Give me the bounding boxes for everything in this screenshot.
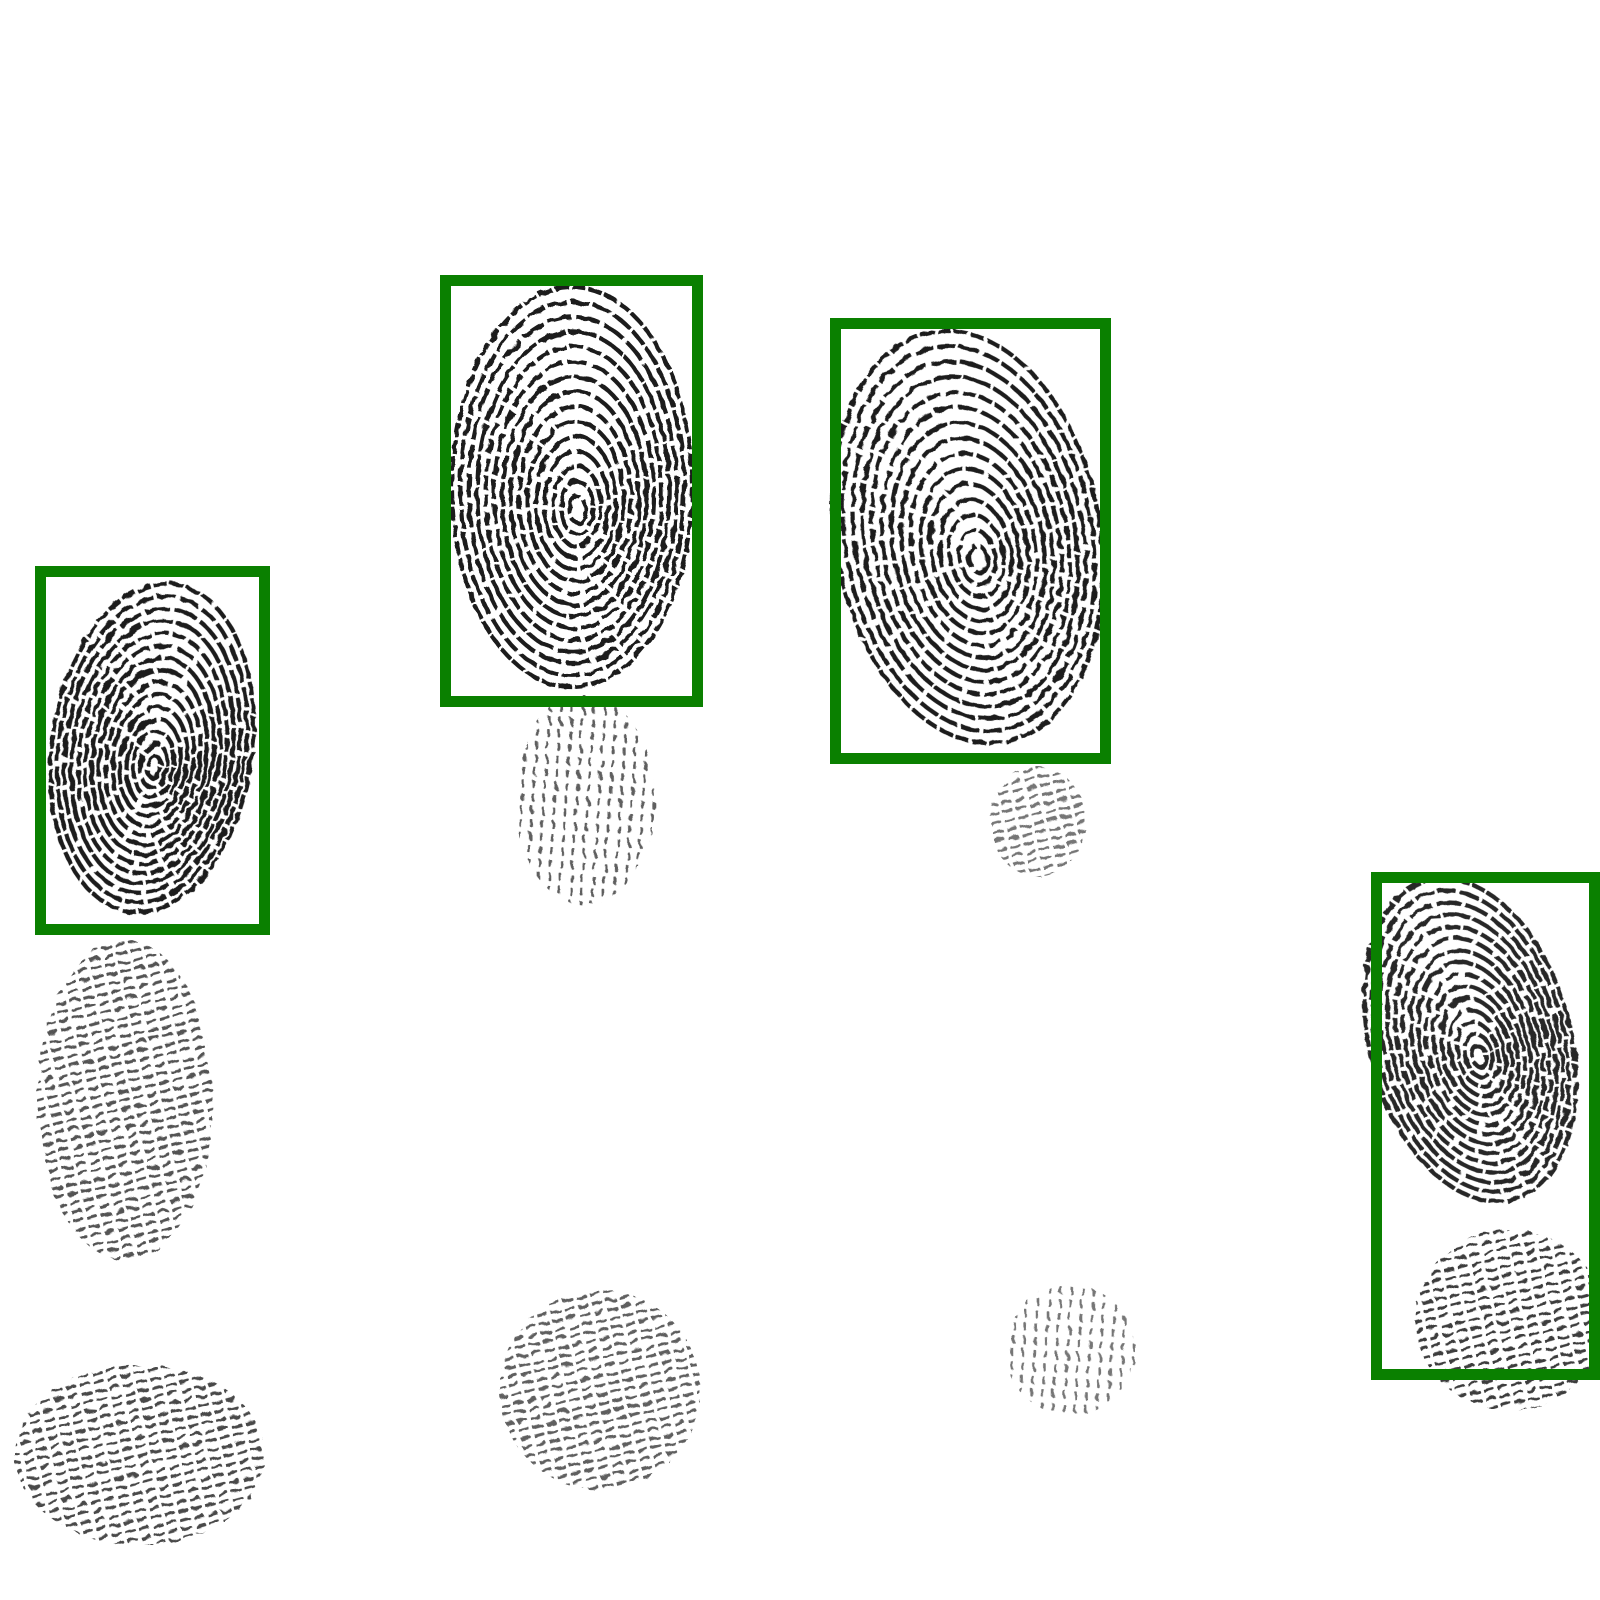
fingerprint-proximal-9 <box>500 1290 700 1490</box>
fingerprint-distal-2 <box>449 284 695 690</box>
fingerprint-medial-7 <box>990 767 1086 877</box>
fingerprint-distal-1 <box>48 581 256 915</box>
fingerprint-proximal-11 <box>1415 1230 1600 1410</box>
fingerprint-medial-6 <box>515 695 655 905</box>
fingerprint-distal-3 <box>830 328 1106 746</box>
fingerprint-medial-5 <box>37 940 213 1260</box>
fingerprint-proximal-10 <box>1005 1285 1135 1415</box>
fingerprint-distal-4 <box>1362 876 1578 1204</box>
fingerprint-proximal-8 <box>15 1365 265 1545</box>
